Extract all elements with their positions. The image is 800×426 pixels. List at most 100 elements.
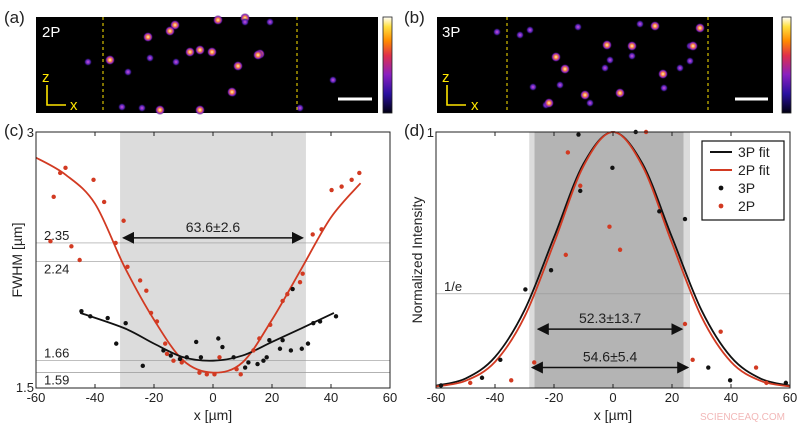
legend-box — [701, 140, 785, 221]
data-point-2P — [563, 252, 568, 258]
data-point-2P — [310, 232, 315, 237]
data-point-2P — [179, 360, 184, 365]
y-tick-label: 1 — [427, 125, 434, 140]
data-point-2P — [77, 257, 82, 263]
y-axis-label: FWHM [µm] — [9, 223, 25, 298]
data-point-3P — [578, 188, 583, 194]
image-background — [36, 17, 378, 113]
data-point-3P — [216, 336, 221, 341]
data-point-3P — [727, 378, 733, 383]
fluorescent-bead — [526, 26, 534, 34]
data-point-2P — [329, 187, 334, 193]
data-point-3P — [682, 216, 688, 222]
fluorescent-bead — [660, 84, 668, 92]
data-point-2P — [48, 239, 53, 244]
x-tick-label: 20 — [665, 390, 679, 405]
data-point-3P — [267, 338, 272, 343]
data-point-2P — [319, 227, 324, 232]
data-point-3P — [610, 165, 615, 171]
legend-entry: 2P fit — [738, 162, 770, 178]
fluorescent-bead — [84, 58, 92, 66]
panel-c-label: (c) — [4, 121, 24, 140]
y-tick-label: 1.5 — [16, 380, 34, 395]
modality-label-b: 3P — [442, 24, 460, 41]
shaded-region-dark — [534, 132, 684, 388]
data-point-2P — [212, 372, 217, 377]
data-point-3P — [140, 363, 145, 369]
data-point-2P — [468, 380, 473, 386]
legend-entry: 3P — [738, 180, 755, 196]
fluorescent-bead — [586, 99, 594, 107]
data-point-2P — [57, 170, 63, 176]
x-tick-label: 40 — [724, 390, 738, 405]
data-point-3P — [184, 355, 189, 360]
fluorescent-bead — [574, 23, 582, 31]
shaded-region — [120, 132, 306, 388]
x-tick-label: -40 — [86, 390, 105, 405]
data-point-2P — [532, 360, 537, 365]
axis-arrow-icon — [446, 85, 466, 106]
data-point-3P — [114, 341, 119, 346]
x-tick-label: -60 — [427, 390, 446, 405]
fluorescent-bead — [227, 87, 237, 97]
panel-b-label: (b) — [404, 8, 425, 27]
data-point-3P — [198, 355, 204, 360]
data-point-2P — [300, 271, 305, 276]
data-point-2P — [607, 224, 612, 229]
fluorescent-bead — [233, 61, 243, 71]
data-point-3P — [79, 309, 84, 314]
data-point-3P — [438, 383, 444, 388]
data-point-3P — [783, 380, 789, 386]
data-point-2P — [753, 365, 759, 370]
legend: 3P fit 2P fit 3P 2P — [701, 140, 785, 221]
x-tick-label: -20 — [145, 390, 164, 405]
data-point-2P — [101, 199, 107, 205]
data-point-3P — [277, 346, 283, 351]
fluorescent-bead — [658, 69, 668, 79]
data-point-2P — [268, 322, 273, 328]
fluorescent-bead — [105, 55, 115, 65]
data-point-2P — [297, 279, 303, 285]
fluorescent-bead — [560, 64, 570, 74]
data-point-2P — [69, 244, 74, 249]
z-label-a: z — [42, 69, 50, 86]
data-point-2P — [148, 310, 154, 316]
data-point-2P — [197, 370, 202, 375]
fluorescent-bead — [118, 103, 126, 111]
data-point-3P — [168, 353, 174, 358]
data-point-2P — [718, 329, 723, 334]
data-point-2P — [339, 184, 344, 189]
colorbar-a — [382, 16, 393, 114]
fluorescent-bead — [636, 20, 644, 28]
data-point-2P — [578, 183, 583, 188]
data-point-2P — [121, 218, 126, 223]
reference-line-label: 1.66 — [44, 346, 69, 361]
fluorescent-bead — [213, 15, 223, 25]
fit-line-2P — [35, 156, 362, 374]
x-tick-label: 40 — [324, 390, 338, 405]
y-tick-label: 3 — [27, 125, 34, 140]
fluorescent-bead — [601, 64, 609, 72]
panel-b-image — [437, 17, 773, 113]
fluorescent-bead — [266, 18, 274, 26]
x-tick-label: -60 — [27, 390, 46, 405]
fluorescent-bead — [172, 58, 180, 66]
width-annotation: 54.6±5.4 — [583, 349, 638, 365]
data-point-2P — [509, 378, 514, 383]
fluorescent-bead — [551, 52, 561, 62]
data-point-2P — [764, 380, 769, 386]
fluorescent-bead — [124, 68, 132, 76]
fluorescent-bead — [676, 64, 684, 72]
data-point-3P — [264, 355, 269, 360]
data-point-2P — [234, 367, 239, 372]
legend-marker-3P — [718, 185, 724, 191]
data-point-2P — [51, 194, 56, 200]
data-point-3P — [105, 315, 110, 321]
data-point-3P — [479, 375, 485, 380]
data-point-2P — [257, 336, 262, 341]
data-point-2P — [238, 372, 243, 377]
data-point-2P — [154, 319, 160, 324]
data-point-3P — [290, 286, 295, 292]
fluorescent-bead — [516, 31, 524, 39]
data-point-3P — [498, 357, 503, 363]
